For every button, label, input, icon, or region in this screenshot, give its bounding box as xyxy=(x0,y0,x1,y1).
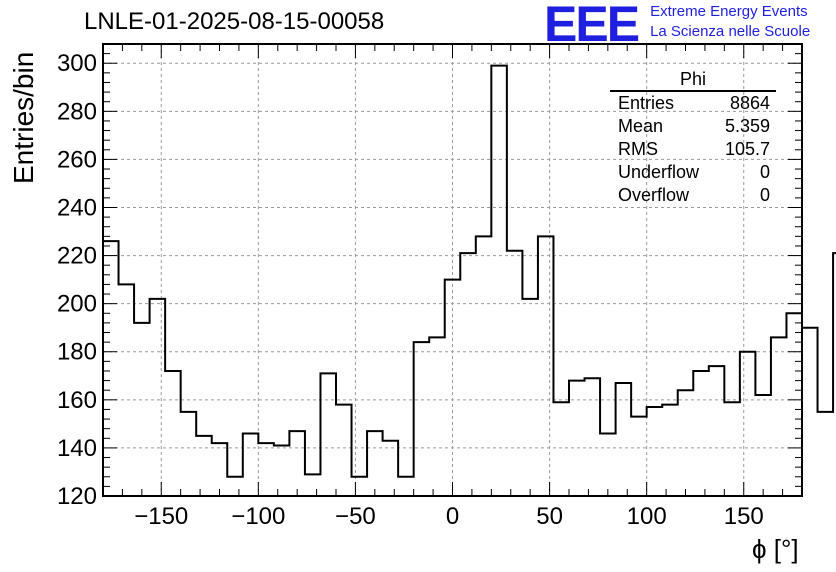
histogram-bin xyxy=(802,328,818,496)
y-tick-label: 300 xyxy=(57,50,97,77)
stats-label: RMS xyxy=(618,139,658,159)
x-tick-label: 50 xyxy=(536,503,563,530)
histogram-bin xyxy=(693,371,709,496)
histogram-bin xyxy=(181,412,197,496)
stats-row-entries: Entries 8864 xyxy=(610,92,776,115)
eee-logo: EEE Extreme Energy Events La Scienza nel… xyxy=(544,0,810,52)
y-tick-label: 160 xyxy=(57,387,97,414)
histogram-bin xyxy=(600,433,616,496)
stats-label: Entries xyxy=(618,93,675,113)
histogram-bin xyxy=(585,378,601,496)
y-tick-label: 120 xyxy=(57,483,97,510)
histogram-bin xyxy=(507,251,523,496)
y-tick-label: 260 xyxy=(57,146,97,173)
stats-title: Phi xyxy=(610,68,776,92)
histogram-bin xyxy=(320,373,336,496)
histogram-bin xyxy=(383,441,399,496)
histogram-bin xyxy=(227,477,243,496)
histogram-bin xyxy=(274,446,290,496)
stats-box: Phi Entries 8864 Mean 5.359 RMS 105.7 Un… xyxy=(610,68,776,207)
x-tick-label: 100 xyxy=(627,503,667,530)
histogram-bin xyxy=(662,405,678,496)
plot-title: LNLE-01-2025-08-15-00058 xyxy=(84,8,385,35)
stats-row-underflow: Underflow 0 xyxy=(610,161,776,184)
stats-value: 0 xyxy=(759,162,770,182)
histogram-bin xyxy=(755,395,771,496)
histogram-bin xyxy=(553,402,569,496)
histogram-bin xyxy=(678,390,694,496)
stats-value: 0 xyxy=(759,185,770,205)
x-tick-label: 150 xyxy=(724,503,764,530)
y-tick-label: 280 xyxy=(57,98,97,125)
eee-logo-mark: EEE xyxy=(544,0,640,52)
stats-value: 8864 xyxy=(729,93,770,113)
histogram-bin xyxy=(150,299,166,496)
histogram-bin xyxy=(647,407,663,496)
histogram-bin xyxy=(569,381,585,496)
logo-line-1: Extreme Energy Events xyxy=(650,3,808,20)
histogram-bin xyxy=(196,436,212,496)
logo-line-2: La Scienza nelle Scuole xyxy=(650,23,811,40)
histogram-bin xyxy=(305,474,321,496)
histogram-bin xyxy=(243,433,259,496)
histogram-bin xyxy=(460,253,476,496)
histogram-bin xyxy=(740,352,756,496)
x-tick-label: −150 xyxy=(134,503,188,530)
histogram-bin xyxy=(818,412,834,496)
stats-row-overflow: Overflow 0 xyxy=(610,184,776,207)
y-tick-label: 220 xyxy=(57,243,97,270)
y-tick-label: 140 xyxy=(57,435,97,462)
y-tick-label: 200 xyxy=(57,291,97,318)
histogram-bin xyxy=(631,417,647,496)
histogram-bin xyxy=(476,236,492,496)
histogram-bin xyxy=(429,337,445,496)
stats-row-rms: RMS 105.7 xyxy=(610,138,776,161)
histogram-bin xyxy=(445,280,461,496)
stats-label: Underflow xyxy=(618,162,700,182)
histogram-bin xyxy=(724,402,740,496)
histogram-bin xyxy=(119,284,135,496)
histogram-bin xyxy=(134,323,150,496)
x-tick-label: −100 xyxy=(231,503,285,530)
histogram-bin xyxy=(352,477,368,496)
histogram-bin xyxy=(616,383,632,496)
y-tick-label: 180 xyxy=(57,339,97,366)
histogram-bin xyxy=(491,66,507,496)
histogram-bin xyxy=(538,236,554,496)
y-tick-label: 240 xyxy=(57,194,97,221)
stats-value: 5.359 xyxy=(724,116,770,136)
x-tick-label: −50 xyxy=(335,503,376,530)
y-axis-label: Entries/bin xyxy=(8,51,39,184)
histogram-bin xyxy=(414,342,430,496)
histogram-bin xyxy=(289,431,305,496)
histogram-bin xyxy=(398,477,414,496)
histogram-bin xyxy=(771,337,787,496)
histogram-bin xyxy=(336,405,352,496)
histogram-bin xyxy=(786,313,802,496)
stats-value: 105.7 xyxy=(724,139,770,159)
x-tick-label: 0 xyxy=(446,503,459,530)
stats-label: Overflow xyxy=(618,185,690,205)
x-axis-label: ϕ [°] xyxy=(752,534,799,564)
histogram-bin xyxy=(165,371,181,496)
stats-row-mean: Mean 5.359 xyxy=(610,115,776,138)
stats-label: Mean xyxy=(618,116,664,136)
histogram-bin xyxy=(212,443,228,496)
histogram-bin xyxy=(367,431,383,496)
histogram-bin xyxy=(522,299,538,496)
histogram-series-line xyxy=(103,64,836,478)
eee-logo-text: Extreme Energy Events La Scienza nelle S… xyxy=(650,2,810,42)
histogram-bin xyxy=(709,366,725,496)
histogram-bin xyxy=(258,443,274,496)
